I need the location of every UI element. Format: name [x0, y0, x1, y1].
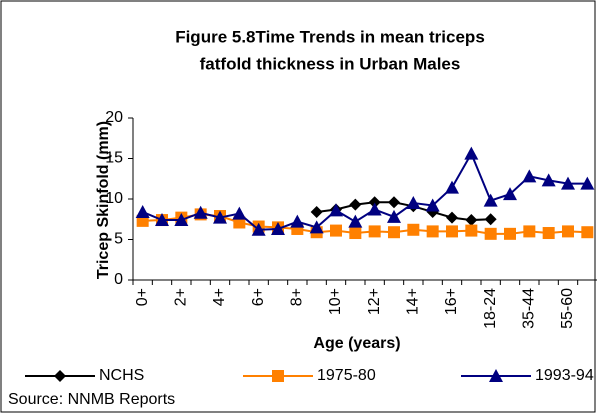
marker: [580, 176, 595, 190]
marker: [251, 222, 266, 236]
marker: [522, 169, 537, 183]
marker: [155, 213, 169, 227]
source-note: Source: NNMB Reports: [8, 391, 175, 408]
x-axis-title: Age (years): [313, 335, 400, 352]
x-tick-label: 8+: [289, 288, 306, 306]
marker: [310, 205, 323, 218]
marker: [367, 202, 382, 216]
x-tick-label: 4+: [211, 288, 228, 306]
x-tick-label: 2+: [173, 288, 190, 306]
marker: [232, 206, 247, 220]
marker: [446, 211, 458, 224]
marker: [329, 203, 343, 217]
marker: [484, 213, 497, 226]
marker: [581, 226, 594, 239]
marker: [290, 214, 305, 228]
series-line: [316, 201, 491, 222]
x-tick-label: 10+: [327, 288, 344, 315]
chart-title: Figure 5.8Time Trends in mean triceps: [175, 27, 485, 46]
marker: [562, 225, 574, 238]
x-tick-label: 14+: [405, 288, 422, 315]
marker: [368, 225, 381, 238]
x-tick-label: 12+: [366, 288, 383, 315]
marker: [542, 227, 555, 240]
legend-label: NCHS: [99, 367, 144, 384]
legend-label: 1993-94: [535, 367, 594, 384]
legend-marker: [54, 370, 66, 382]
marker: [330, 224, 342, 237]
y-tick-label: 15: [105, 150, 123, 167]
x-tick-label: 18-24: [482, 288, 499, 329]
marker: [426, 225, 439, 238]
x-tick-label: 35-44: [521, 288, 538, 329]
marker: [388, 196, 400, 209]
x-tick-label: 0+: [134, 288, 151, 306]
legend-marker: [272, 370, 284, 382]
chart-title: fatfold thickness in Urban Males: [200, 54, 461, 73]
y-tick-label: 5: [114, 231, 123, 248]
marker: [213, 210, 227, 224]
marker: [484, 227, 497, 240]
marker: [388, 226, 400, 239]
marker: [561, 176, 575, 190]
marker: [406, 196, 421, 210]
marker: [523, 225, 536, 238]
marker: [349, 198, 362, 211]
y-axis-title: Tricep Skinfold (mm): [95, 121, 112, 279]
marker: [425, 198, 440, 212]
y-tick-label: 0: [114, 271, 123, 288]
marker: [309, 220, 324, 234]
marker: [503, 187, 517, 201]
marker: [504, 227, 516, 240]
marker: [446, 225, 458, 238]
marker: [271, 221, 285, 235]
marker: [483, 193, 498, 207]
marker: [174, 213, 189, 227]
x-tick-label: 6+: [250, 288, 267, 306]
marker: [465, 224, 478, 237]
marker: [445, 180, 459, 194]
marker: [465, 214, 478, 227]
marker: [368, 196, 381, 209]
marker: [193, 205, 208, 219]
marker: [541, 173, 556, 187]
x-tick-label: 16+: [443, 288, 460, 315]
marker: [135, 204, 150, 218]
marker: [349, 227, 362, 240]
y-tick-label: 10: [105, 190, 123, 207]
marker: [464, 146, 479, 160]
marker: [348, 214, 363, 228]
y-tick-label: 20: [105, 109, 123, 126]
legend-marker: [489, 369, 503, 382]
x-tick-label: 55-60: [559, 288, 576, 329]
marker: [407, 223, 420, 236]
marker: [387, 209, 401, 223]
legend-label: 1975-80: [317, 367, 376, 384]
